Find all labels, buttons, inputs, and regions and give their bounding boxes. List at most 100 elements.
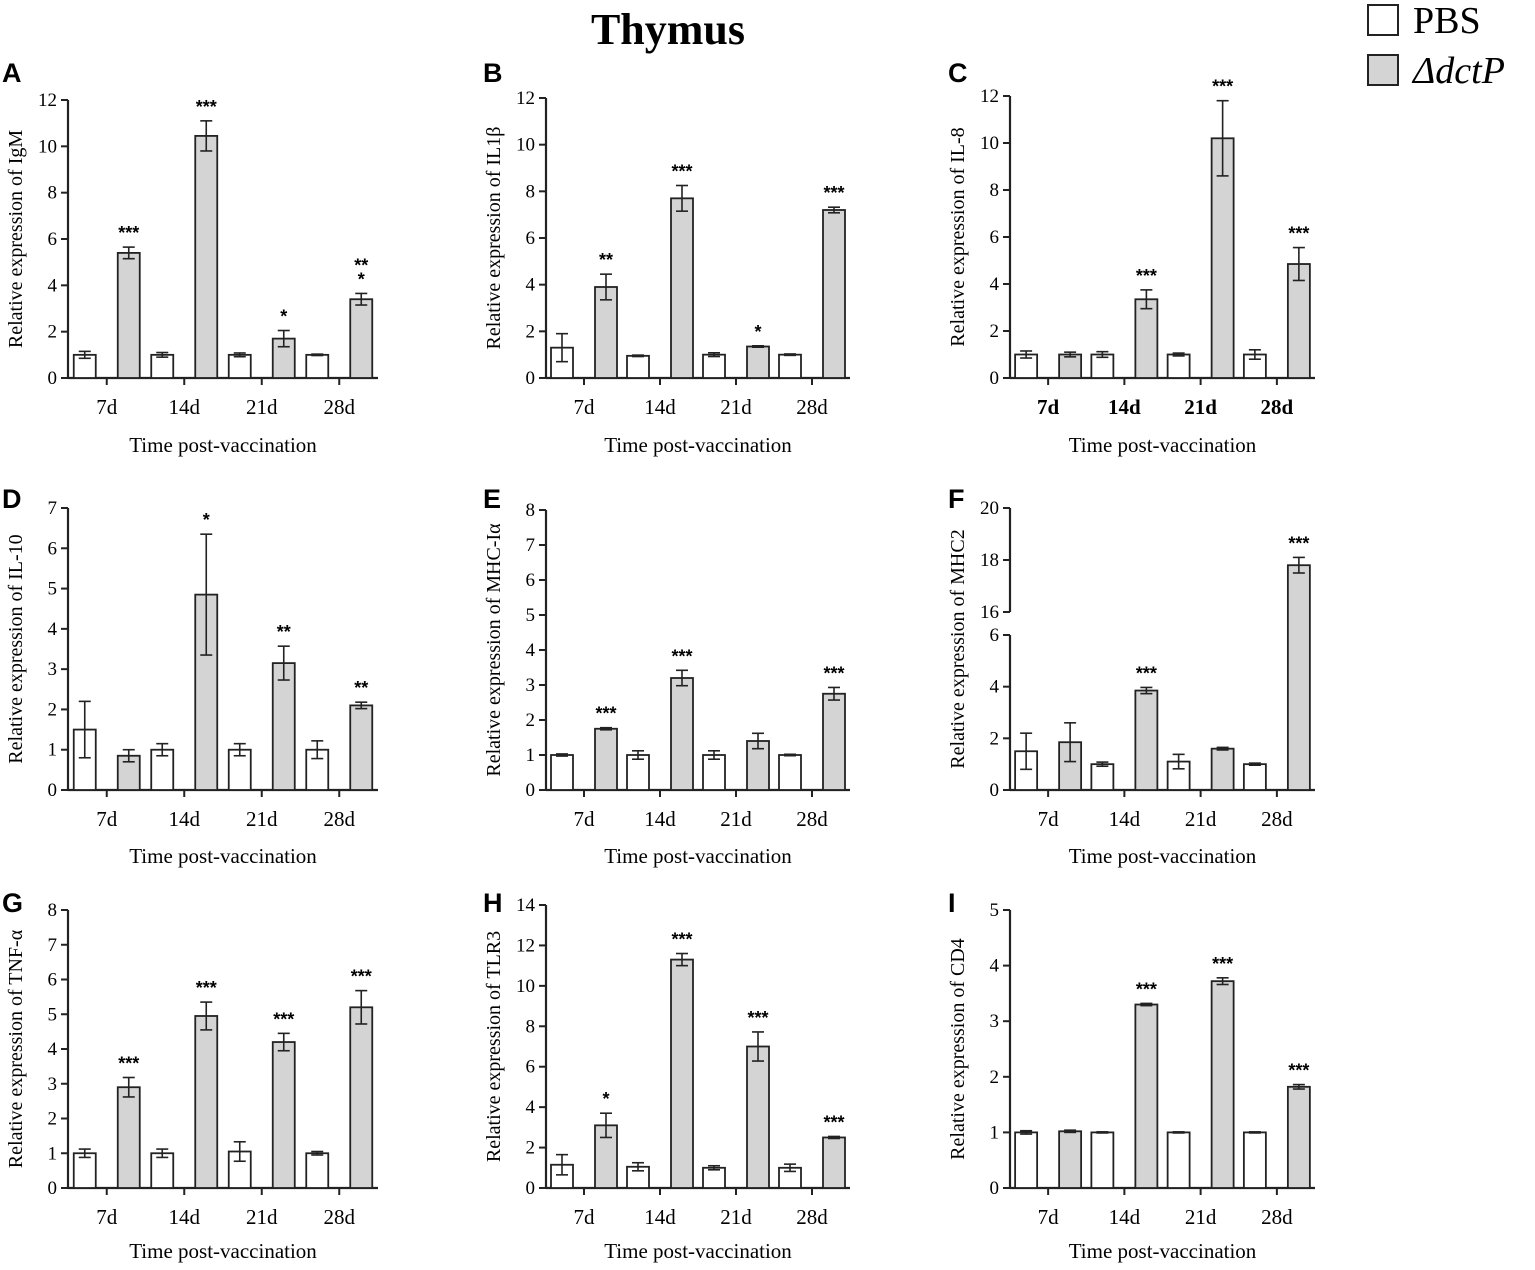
y-tick-label: 12 [980,86,999,107]
x-tick-label-7d: 7d [1038,807,1060,831]
significance-marker: * [280,307,287,327]
y-tick-label: 2 [990,321,1000,342]
significance-marker: *** [1136,266,1157,286]
bar-pbs-28d [1242,763,1267,791]
x-tick-label-7d: 7d [96,395,118,419]
x-tick-label-28d: 28d [1261,1205,1293,1229]
bar-dctp-28d [1286,564,1311,791]
bar-dctp-7d [116,1086,141,1189]
bar-pbs-14d [626,754,650,791]
bar-dctp-21d [271,1041,296,1189]
x-tick-label-28d: 28d [324,807,356,831]
panel-letter: B [483,58,503,88]
bar-pbs-28d [305,1152,330,1189]
x-axis-label: Time post-vaccination [604,1239,792,1263]
legend-swatch-dctp [1367,54,1399,86]
panel-letter: C [948,58,968,88]
bar-dctp-21d [1210,980,1235,1189]
y-tick-label: 1 [990,1122,1000,1143]
x-tick-label-14d: 14d [1109,1205,1141,1229]
y-tick-label: 2 [526,1138,536,1159]
y-axis-label: Relative expression of MHC-Iα [483,523,505,777]
bar-pbs-14d [1090,763,1115,791]
x-axis-label: Time post-vaccination [1069,433,1257,457]
bar-dctp-14d [1134,298,1159,379]
y-tick-label: 3 [48,1074,58,1095]
bar-pbs-28d [778,754,802,791]
bar-pbs-21d [1166,1131,1191,1189]
y-axis-label: Relative expression of IL1β [483,127,505,350]
y-tick-label: 6 [526,570,536,591]
x-tick-label-14d: 14d [644,1205,676,1229]
bar-pbs-21d [227,353,252,379]
significance-marker: ** [354,255,368,275]
y-tick-label: 2 [48,699,58,720]
y-tick-label: 10 [516,976,535,997]
y-tick-label: 0 [526,368,536,389]
y-tick-label: 16 [980,602,999,623]
y-tick-label: 18 [980,550,999,571]
bar-dctp-28d [822,209,846,379]
panel-i: I 0 1 2 3 4 5 Relative expression of CD4 Time po… [947,888,1315,1263]
bar-dctp-28d [822,692,846,791]
y-tick-label: 6 [990,227,1000,248]
bar-pbs-28d [778,353,802,379]
y-tick-label: 2 [990,728,1000,749]
significance-marker: ** [354,678,368,698]
y-tick-label: 2 [990,1067,1000,1088]
x-tick-label-21d: 21d [246,395,278,419]
bar-pbs-14d [150,1152,175,1189]
significance-marker: *** [671,162,692,182]
bar-dctp-28d [349,298,374,379]
bar-dctp-21d [271,662,296,791]
y-axis-label: Relative expression of IL-8 [947,127,969,346]
y-tick-label: 6 [526,228,536,249]
y-tick-label: 4 [990,274,1000,295]
significance-marker: * [754,322,761,342]
significance-marker: *** [351,967,372,987]
significance-marker: *** [823,1112,844,1132]
y-tick-label: 5 [48,579,58,600]
x-tick-label-7d: 7d [1037,395,1060,419]
bar-dctp-14d [1134,1003,1159,1189]
bar-dctp-7d [116,251,141,379]
x-tick-label-28d: 28d [796,395,828,419]
y-tick-label: 8 [526,1016,536,1037]
significance-marker: *** [196,978,217,998]
x-axis-label: Time post-vaccination [604,433,792,457]
significance-marker: *** [747,1008,768,1028]
x-tick-label-14d: 14d [169,807,201,831]
significance-marker: *** [118,223,139,243]
significance-marker: *** [595,704,616,724]
bar-pbs-21d [1166,353,1191,379]
bar-dctp-14d [670,958,694,1189]
y-tick-label: 8 [990,180,1000,201]
y-tick-label: 0 [990,368,1000,389]
y-tick-label: 5 [48,1004,58,1025]
y-tick-label: 4 [990,956,1000,977]
y-tick-label: 0 [48,368,58,389]
y-tick-label: 4 [526,640,536,661]
significance-marker: *** [1136,979,1157,999]
bar-pbs-7d [1014,1131,1039,1189]
y-tick-label: 12 [516,88,535,109]
bar-pbs-7d [550,754,574,791]
bar-pbs-14d [626,354,650,379]
significance-marker: *** [1288,533,1309,553]
y-tick-label: 7 [48,498,58,519]
x-tick-label-28d: 28d [1261,395,1294,419]
x-tick-label-21d: 21d [720,395,752,419]
bar-pbs-28d [305,353,330,379]
significance-marker: *** [273,1009,294,1029]
bar-pbs-28d [1242,1131,1267,1189]
bar-pbs-21d [702,754,726,791]
panel-letter: I [948,888,956,918]
y-tick-label: 5 [526,605,536,626]
y-tick-label: 2 [526,321,536,342]
y-tick-label: 1 [48,1143,58,1164]
panel-c: C 0 2 4 6 8 10 12 Relative expression of IL-8 Tim… [947,58,1315,457]
y-tick-label: 1 [526,745,536,766]
y-axis-label: Relative expression of TLR3 [483,931,505,1162]
x-tick-label-28d: 28d [1261,807,1293,831]
y-tick-label: 8 [526,500,536,521]
